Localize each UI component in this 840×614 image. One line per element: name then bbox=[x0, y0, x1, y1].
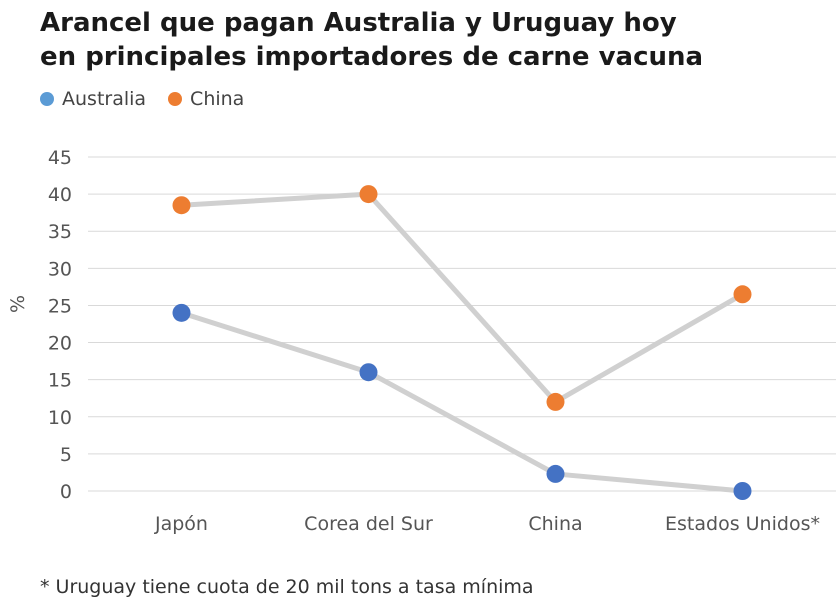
data-point-australia bbox=[172, 303, 191, 322]
chart-legend: Australia China bbox=[40, 88, 244, 110]
y-tick-label: 15 bbox=[48, 370, 72, 392]
data-point-australia bbox=[359, 363, 378, 382]
data-point-china bbox=[172, 196, 191, 215]
y-tick-label: 40 bbox=[48, 184, 72, 206]
y-axis-label: % bbox=[7, 295, 29, 313]
y-tick-label: 35 bbox=[48, 221, 72, 243]
y-tick-label: 45 bbox=[48, 147, 72, 169]
y-tick-label: 10 bbox=[48, 407, 72, 429]
data-point-china bbox=[546, 392, 565, 411]
y-tick-label: 20 bbox=[48, 333, 72, 355]
data-point-china bbox=[359, 185, 378, 204]
chart-title: Arancel que pagan Australia y Uruguay ho… bbox=[40, 6, 820, 74]
legend-marker-china bbox=[168, 92, 183, 106]
x-tick-label: Estados Unidos* bbox=[665, 513, 820, 535]
data-point-australia bbox=[546, 464, 565, 483]
footnote: * Uruguay tiene cuota de 20 mil tons a t… bbox=[40, 576, 534, 598]
data-point-china bbox=[733, 285, 752, 304]
legend-label-australia: Australia bbox=[62, 88, 147, 110]
data-point-australia bbox=[733, 482, 752, 500]
legend-label-china: China bbox=[190, 88, 245, 110]
legend-marker-australia bbox=[40, 92, 54, 106]
series-line-australia bbox=[179, 310, 745, 494]
y-tick-label: 25 bbox=[48, 295, 72, 317]
legend-item-china: China bbox=[168, 88, 244, 110]
x-tick-label: China bbox=[528, 513, 582, 535]
x-tick-label: Corea del Sur bbox=[304, 513, 433, 535]
y-tick-label: 0 bbox=[60, 481, 72, 503]
chart-title-line1: Arancel que pagan Australia y Uruguay ho… bbox=[40, 8, 677, 38]
x-tick-label: Japón bbox=[154, 513, 208, 535]
chart-title-line2: en principales importadores de carne vac… bbox=[40, 42, 704, 72]
series-line-china bbox=[179, 191, 745, 405]
y-tick-label: 5 bbox=[60, 444, 72, 466]
legend-item-australia: Australia bbox=[40, 88, 146, 110]
y-tick-label: 30 bbox=[48, 258, 72, 280]
